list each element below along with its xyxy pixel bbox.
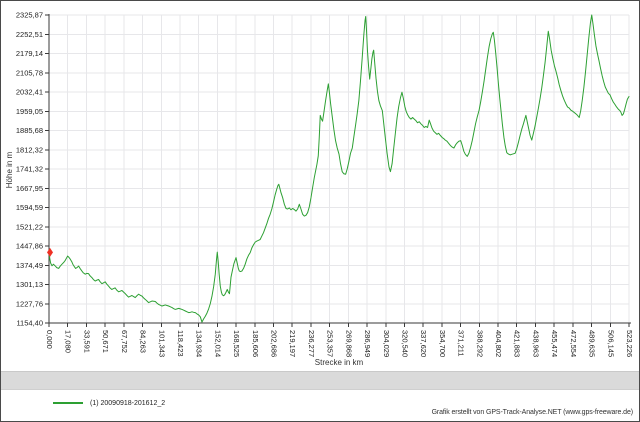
y-tick-label: 2325,87 xyxy=(16,11,43,20)
x-tick-label: 168,525 xyxy=(232,330,241,357)
x-tick-label: 202,686 xyxy=(270,330,279,357)
x-tick-label: 67,752 xyxy=(120,330,129,353)
y-tick-label: 2252,51 xyxy=(16,30,43,39)
y-tick-label: 2179,14 xyxy=(16,49,43,58)
x-tick-label: 489,635 xyxy=(588,330,597,357)
x-tick-label: 236,277 xyxy=(307,330,316,357)
x-tick-label: 50,671 xyxy=(101,330,110,353)
x-tick-label: 354,700 xyxy=(438,330,447,357)
x-tick-label: 455,474 xyxy=(550,330,559,357)
x-axis-title: Strecke in km xyxy=(314,358,364,367)
x-tick-label: 134,934 xyxy=(195,330,204,357)
y-tick-label: 1667,95 xyxy=(16,184,43,193)
x-tick-label: 0,000 xyxy=(45,330,54,349)
separator-band xyxy=(1,371,639,390)
y-tick-label: 1885,68 xyxy=(16,126,43,135)
legend-entry-label: (1) 20090918-201612_2 xyxy=(90,399,166,407)
x-tick-label: 320,540 xyxy=(400,330,409,357)
x-tick-label: 404,802 xyxy=(494,330,503,357)
y-tick-label: 1594,59 xyxy=(16,203,43,212)
x-tick-label: 253,357 xyxy=(326,330,335,357)
x-tick-label: 388,292 xyxy=(475,330,484,357)
legend: (1) 20090918-201612_2 xyxy=(53,397,165,409)
elevation-profile-chart: 2325,87 2252,51 2179,14 2105,78 2032,41 1959,… xyxy=(16,11,634,358)
x-tick-label: 185,606 xyxy=(251,330,260,357)
y-tick-label: 1301,13 xyxy=(16,280,43,289)
y-tick-label: 1374,49 xyxy=(16,261,43,270)
x-tick-label: 152,014 xyxy=(213,330,222,357)
x-tick-label: 472,554 xyxy=(569,330,578,357)
y-tick-label: 2032,41 xyxy=(16,88,43,97)
x-tick-label: 337,620 xyxy=(419,330,428,357)
footer-credit-text: Grafik erstellt von GPS-Track-Analyse.NE… xyxy=(431,409,634,416)
x-tick-label: 17,080 xyxy=(64,330,73,353)
y-tick-label: 1447,86 xyxy=(16,242,43,251)
x-tick-label: 421,883 xyxy=(513,330,522,357)
x-tick-label: 304,029 xyxy=(382,330,391,357)
x-tick-label: 269,868 xyxy=(344,330,353,357)
y-tick-label: 1521,22 xyxy=(16,222,43,231)
legend-line-swatch xyxy=(53,402,83,404)
y-tick-label: 2105,78 xyxy=(16,68,43,77)
y-tick-label: 1154,40 xyxy=(16,319,43,328)
y-tick-label: 1741,32 xyxy=(16,165,43,174)
y-axis-title: Höhe in m xyxy=(5,151,14,189)
x-tick-label: 84,263 xyxy=(139,330,148,353)
y-tick-label: 1959,05 xyxy=(16,107,43,116)
x-tick-label: 438,963 xyxy=(531,330,540,357)
y-tick-label: 1812,32 xyxy=(16,145,43,154)
x-tick-label: 101,343 xyxy=(157,330,166,357)
x-tick-label: 219,197 xyxy=(288,330,297,357)
x-tick-label: 371,211 xyxy=(457,330,466,357)
x-tick-label: 33,591 xyxy=(82,330,91,353)
start-marker-icon xyxy=(46,247,53,257)
x-tick-label: 118,423 xyxy=(176,330,185,357)
x-tick-label: 506,145 xyxy=(606,330,615,357)
y-tick-label: 1227,76 xyxy=(16,299,43,308)
x-tick-label: 523,226 xyxy=(625,330,634,357)
elevation-line xyxy=(48,14,630,323)
x-tick-label: 286,949 xyxy=(363,330,372,357)
